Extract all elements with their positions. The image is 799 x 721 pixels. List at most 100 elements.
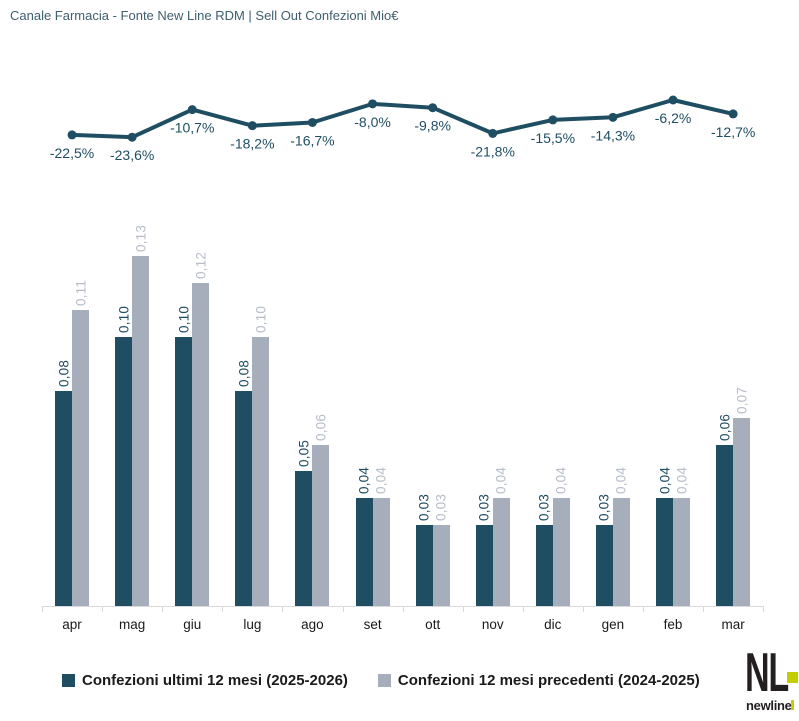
bar-value-label: 0,12 — [193, 252, 208, 279]
line-point-label: -10,7% — [170, 120, 214, 136]
bar-previous — [372, 498, 390, 606]
line-point — [728, 109, 738, 119]
bar-current — [716, 445, 734, 606]
line-point — [127, 132, 137, 142]
bar-value-text: 0,03 — [476, 493, 492, 521]
bar-current — [295, 471, 313, 606]
bar-value-text: 0,10 — [176, 305, 192, 333]
legend-item-current: Confezioni ultimi 12 mesi (2025-2026) — [62, 672, 348, 689]
bar-value-label: 0,08 — [236, 360, 251, 387]
axis-tick — [462, 606, 464, 612]
bar-current — [656, 498, 673, 606]
bar-value-text: 0,04 — [356, 466, 372, 494]
bar-current — [475, 525, 493, 606]
newline-logo: NL newline — [745, 645, 799, 721]
bar-value-text: 0,03 — [596, 493, 612, 521]
legend-label-previous: Confezioni 12 mesi precedenti (2024-2025… — [397, 672, 700, 689]
axis-tick — [522, 606, 524, 612]
axis-tick — [402, 606, 404, 612]
line-point-label: -12,7% — [711, 124, 755, 140]
axis-tick — [342, 606, 344, 612]
bar-value-text: 0,03 — [433, 493, 449, 521]
bar-value-text: 0,04 — [553, 466, 569, 494]
x-axis-label: feb — [663, 617, 683, 632]
bar-value-text: 0,03 — [416, 493, 432, 521]
axis-tick — [102, 606, 104, 612]
bar-value-label: 0,03 — [537, 494, 552, 521]
trend-line-chart: -22,5% -23,6% -10,7% -18,2% -16,7% -8,0% -9,8%… — [50, 95, 755, 163]
x-axis-label: set — [363, 617, 382, 632]
bar-value-label: 0,03 — [417, 494, 432, 521]
x-axis-label: apr — [62, 617, 82, 632]
newline-logo-accent-square — [787, 672, 798, 683]
bar-previous — [673, 498, 690, 606]
bar-value-text: 0,04 — [657, 466, 672, 494]
axis-tick — [222, 606, 224, 612]
x-axis-label: mar — [721, 617, 745, 632]
axis-tick — [42, 606, 43, 612]
bar-value-text: 0,08 — [56, 359, 71, 387]
bar-previous — [492, 498, 510, 606]
axis-tick — [582, 606, 584, 612]
bar-value-text: 0,08 — [236, 359, 252, 387]
bar-value-text: 0,06 — [313, 413, 329, 441]
bar-value-label: 0,04 — [494, 467, 509, 494]
bar-value-text: 0,13 — [133, 224, 149, 252]
bar-previous — [552, 498, 570, 606]
line-point — [488, 128, 498, 138]
line-point — [608, 112, 618, 122]
bar-previous — [312, 445, 330, 606]
bar-value-label: 0,04 — [374, 467, 389, 494]
bar-value-label: 0,10 — [176, 306, 191, 333]
x-axis-label: dic — [544, 617, 562, 632]
axis-tick — [162, 606, 164, 612]
bar-value-label: 0,10 — [116, 306, 131, 333]
line-point-label: -23,6% — [110, 147, 154, 163]
bar-previous — [252, 337, 270, 606]
newline-logo-name: newline — [746, 698, 792, 713]
line-point — [548, 115, 558, 125]
x-axis-label: nov — [481, 617, 504, 632]
bar-value-label: 0,03 — [597, 494, 612, 521]
bar-value-label: 0,06 — [717, 414, 732, 441]
chart-title: Canale Farmacia - Fonte New Line RDM | S… — [10, 8, 399, 23]
line-point-label: -15,5% — [531, 130, 575, 146]
bar-value-label: 0,04 — [674, 467, 689, 494]
x-axis-label: ago — [301, 617, 324, 632]
bar-value-text: 0,03 — [536, 493, 552, 521]
line-point — [368, 99, 378, 109]
x-axis-label: giu — [183, 617, 202, 632]
newline-logo-monogram: NL — [745, 641, 789, 703]
line-point-label: -22,5% — [50, 145, 94, 161]
line-point — [307, 117, 317, 127]
line-point-label: -8,0% — [354, 114, 391, 130]
bar-value-label: 0,04 — [614, 467, 629, 494]
bar-value-text: 0,04 — [493, 466, 509, 494]
bar-value-text: 0,12 — [193, 251, 209, 279]
legend: Confezioni ultimi 12 mesi (2025-2026) Co… — [62, 672, 700, 689]
line-point-label: -16,7% — [290, 132, 334, 148]
bar-value-text: 0,05 — [296, 439, 312, 467]
bar-value-text: 0,10 — [116, 305, 132, 333]
x-axis-label: gen — [601, 617, 625, 632]
axis-tick — [282, 606, 284, 612]
bar-previous — [192, 283, 210, 606]
bar-value-text: 0,06 — [717, 413, 733, 441]
axis-tick — [703, 606, 705, 612]
bar-current — [235, 391, 253, 606]
bar-current — [595, 525, 613, 606]
x-axis-label: mag — [119, 617, 146, 632]
x-axis-label: lug — [243, 617, 262, 632]
line-point-label: -6,2% — [655, 110, 692, 126]
bar-value-label: 0,03 — [477, 494, 492, 521]
bar-previous — [72, 310, 89, 606]
bar-current — [115, 337, 133, 606]
bar-value-label: 0,10 — [253, 306, 268, 333]
line-point-label: -18,2% — [230, 136, 274, 152]
bar-value-text: 0,04 — [613, 466, 629, 494]
bar-previous — [132, 256, 150, 606]
legend-swatch-previous — [377, 674, 391, 687]
bar-value-text: 0,07 — [734, 386, 750, 414]
bar-value-text: 0,11 — [73, 279, 88, 306]
